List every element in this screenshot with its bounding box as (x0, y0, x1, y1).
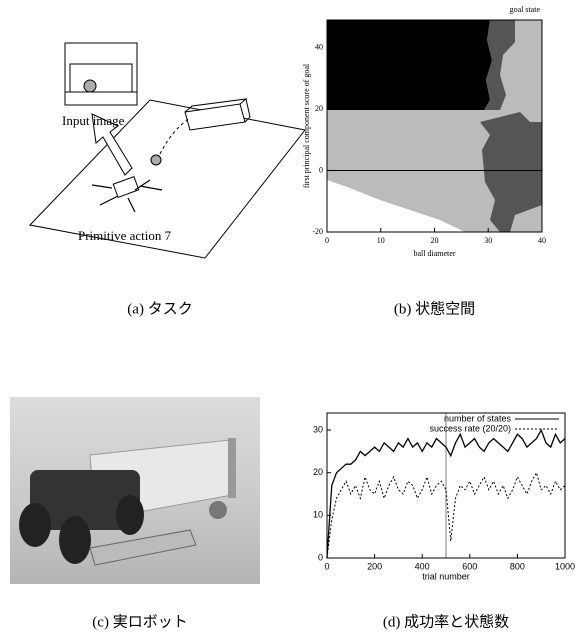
x-tick-label: 40 (538, 236, 546, 245)
goal-post (228, 438, 236, 498)
x-axis-label: trial number (422, 571, 470, 581)
robot-photo (10, 397, 260, 584)
y-tick-label: 10 (313, 510, 323, 520)
action-label: Primitive action 7 (78, 228, 172, 243)
caption: (d) 成功率と状態数 (383, 613, 509, 630)
y-tick-label: 0 (319, 165, 323, 174)
task-diagram (30, 43, 305, 258)
x-tick-label: 400 (415, 561, 430, 571)
legend-label: success rate (20/20) (429, 423, 511, 433)
state-regions (327, 20, 542, 232)
annotation: goal state (510, 5, 541, 14)
wheel (116, 495, 144, 535)
caption: (b) 状態空間 (394, 300, 475, 317)
region (327, 20, 492, 110)
x-tick-label: 600 (462, 561, 477, 571)
x-tick-label: 10 (377, 236, 385, 245)
camera-ball (84, 80, 96, 92)
y-tick-label: -20 (312, 227, 323, 236)
x-tick-label: 30 (484, 236, 492, 245)
x-tick-label: 20 (431, 236, 439, 245)
x-axis-label: ball diameter (414, 249, 456, 258)
legend-label: number of states (444, 413, 512, 423)
photo-ball (209, 501, 227, 519)
x-tick-label: 800 (510, 561, 525, 571)
caption: (c) 実ロボット (92, 613, 187, 630)
camera-view (65, 43, 137, 105)
input-label: Input image (62, 113, 125, 128)
figure: Input image Primitive action 7 (a) タスク (… (0, 0, 578, 642)
y-tick-label: 20 (313, 467, 323, 477)
wheel (59, 516, 91, 564)
y-axis-label: first principal component score of goal (302, 63, 311, 188)
page: {"panel_a": {"input_label": "Input image… (0, 0, 578, 642)
wheel (19, 503, 51, 547)
y-tick-label: 20 (315, 104, 323, 113)
x-tick-label: 1000 (555, 561, 575, 571)
x-tick-label: 0 (325, 236, 329, 245)
x-tick-label: 0 (324, 561, 329, 571)
caption: (a) タスク (127, 300, 192, 317)
y-tick-label: 30 (313, 424, 323, 434)
y-tick-label: 40 (315, 42, 323, 51)
x-tick-label: 200 (367, 561, 382, 571)
ball (151, 155, 161, 165)
y-tick-label: 0 (318, 552, 323, 562)
